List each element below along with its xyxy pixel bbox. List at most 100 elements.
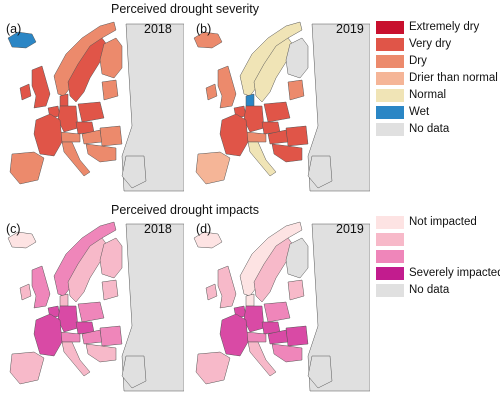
- region-alps: [245, 131, 267, 143]
- region-ireland: [205, 283, 218, 301]
- legend-item-impact-level-3: [376, 249, 409, 263]
- region-italy: [247, 341, 277, 377]
- legend-label: Severely impacted: [409, 267, 500, 279]
- panel-label-b: (b): [196, 22, 212, 36]
- legend-swatch: [376, 266, 404, 280]
- region-poland: [263, 101, 291, 123]
- legend-swatch: [376, 71, 404, 85]
- region-germany: [57, 305, 79, 333]
- region-balkans: [271, 143, 303, 163]
- legend-swatch: [376, 20, 404, 34]
- region-france: [33, 313, 63, 357]
- region-iceland: [193, 231, 223, 249]
- region-balkans: [271, 343, 303, 363]
- panel-label-a: (a): [6, 22, 22, 36]
- year-label-d: 2019: [336, 222, 364, 236]
- region-italy: [61, 341, 91, 377]
- region-romania: [285, 125, 309, 147]
- severity-title: Perceived drought severity: [111, 2, 259, 16]
- legend-label: Wet: [409, 106, 430, 118]
- region-uk: [31, 65, 51, 109]
- map-panel-a: [7, 21, 184, 192]
- region-romania: [99, 125, 123, 147]
- legend-label: No data: [409, 123, 450, 135]
- region-uk: [217, 265, 237, 309]
- legend-swatch: [376, 283, 404, 297]
- legend-label: Extremely dry: [409, 21, 480, 33]
- region-baltics: [101, 79, 119, 101]
- legend-item-normal: Normal: [376, 88, 446, 102]
- region-romania: [99, 325, 123, 347]
- region-ireland: [19, 83, 32, 101]
- legend-swatch: [376, 249, 404, 263]
- legend-item-no-data: No data: [376, 283, 449, 297]
- legend-label: No data: [409, 284, 450, 296]
- region-baltics: [287, 79, 305, 101]
- region-alps: [59, 131, 81, 143]
- region-baltics: [287, 279, 305, 301]
- legend-label: Drier than normal: [409, 72, 498, 84]
- region-romania: [285, 325, 309, 347]
- legend-item-dry: Dry: [376, 54, 427, 68]
- legend-item-impact-level-2: [376, 232, 409, 246]
- impacts-title: Perceived drought impacts: [111, 203, 259, 217]
- legend-item-severely-impacted: Severely impacted: [376, 266, 500, 280]
- legend-item-wet: Wet: [376, 105, 429, 119]
- region-germany: [243, 105, 265, 133]
- legend-swatch: [376, 105, 404, 119]
- legend-swatch: [376, 122, 404, 136]
- legend-item-not-impacted: Not impacted: [376, 215, 477, 229]
- region-denmark: [59, 93, 69, 107]
- legend-swatch: [376, 54, 404, 68]
- legend-swatch: [376, 88, 404, 102]
- region-iceland: [7, 231, 37, 249]
- region-france: [33, 113, 63, 157]
- region-uk: [31, 265, 51, 309]
- region-finland: [99, 37, 123, 79]
- region-poland: [77, 101, 105, 123]
- panel-label-c: (c): [6, 222, 21, 236]
- legend-swatch: [376, 232, 404, 246]
- panel-label-d: (d): [196, 222, 212, 236]
- region-uk: [217, 65, 237, 109]
- legend-label: Dry: [409, 55, 427, 67]
- region-finland: [285, 37, 309, 79]
- legend-item-very-dry: Very dry: [376, 37, 451, 51]
- region-greece: [307, 355, 333, 389]
- map-panel-c: [7, 221, 184, 392]
- region-iceland: [7, 31, 37, 49]
- map-panel-d: [193, 221, 370, 392]
- year-label-b: 2019: [336, 22, 364, 36]
- region-poland: [263, 301, 291, 323]
- region-ireland: [205, 83, 218, 101]
- region-iberia: [9, 151, 45, 185]
- region-greece: [121, 155, 147, 189]
- region-italy: [247, 141, 277, 177]
- region-iceland: [193, 31, 223, 49]
- legend-swatch: [376, 215, 404, 229]
- region-finland: [285, 237, 309, 279]
- region-ireland: [19, 283, 32, 301]
- legend-swatch: [376, 37, 404, 51]
- region-germany: [57, 105, 79, 133]
- region-balkans: [85, 343, 117, 363]
- region-alps: [59, 331, 81, 343]
- region-denmark: [245, 293, 255, 307]
- region-iberia: [9, 351, 45, 385]
- legend-label: Very dry: [409, 38, 452, 50]
- region-italy: [61, 141, 91, 177]
- legend-item-extremely-dry: Extremely dry: [376, 20, 479, 34]
- region-alps: [245, 331, 267, 343]
- legend-item-no-data: No data: [376, 122, 449, 136]
- region-balkans: [85, 143, 117, 163]
- map-panel-b: [193, 21, 370, 192]
- year-label-a: 2018: [144, 22, 172, 36]
- region-baltics: [101, 279, 119, 301]
- region-france: [219, 113, 249, 157]
- region-poland: [77, 301, 105, 323]
- region-germany: [243, 305, 265, 333]
- region-denmark: [245, 93, 255, 107]
- region-finland: [99, 237, 123, 279]
- region-iberia: [195, 351, 231, 385]
- legend-item-drier-than-normal: Drier than normal: [376, 71, 498, 85]
